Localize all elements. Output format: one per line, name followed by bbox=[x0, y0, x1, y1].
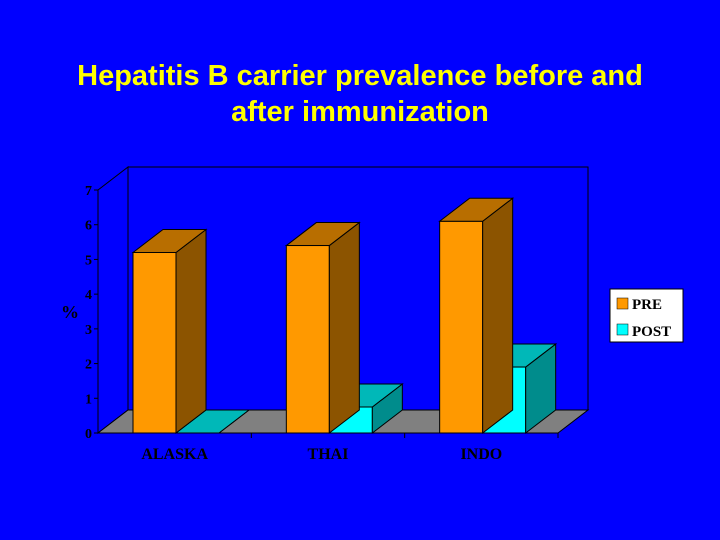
side-wall bbox=[97, 165, 129, 435]
x-axis: ALASKA THAI INDO bbox=[141, 433, 559, 463]
bar-front bbox=[439, 220, 484, 434]
bar-top bbox=[131, 228, 208, 253]
y-axis-label: % bbox=[61, 302, 79, 322]
bar-pre-thai bbox=[284, 221, 361, 435]
bar-top bbox=[438, 197, 515, 222]
legend-label-pre: PRE bbox=[632, 297, 662, 313]
legend-swatch-pre bbox=[616, 297, 629, 310]
legend-label-post: POST bbox=[632, 324, 671, 340]
bar-side bbox=[482, 197, 514, 435]
y-tick-label: 6 bbox=[85, 219, 92, 234]
bar-front bbox=[285, 245, 330, 434]
y-tick-label: 5 bbox=[85, 253, 92, 268]
bar-post-indo bbox=[481, 343, 558, 435]
legend-swatch-post bbox=[616, 323, 629, 336]
x-tick-label: ALASKA bbox=[141, 446, 208, 463]
x-tick-label: INDO bbox=[460, 446, 502, 463]
slide-title: Hepatitis B carrier prevalence before an… bbox=[0, 58, 720, 130]
bar-pre-alaska bbox=[131, 228, 208, 435]
y-tick-label: 3 bbox=[85, 323, 92, 338]
bar-side bbox=[328, 221, 360, 435]
y-tick-label: 2 bbox=[85, 358, 92, 373]
bar-side bbox=[175, 228, 207, 435]
bar-top bbox=[284, 222, 361, 247]
y-tick-label: 1 bbox=[85, 392, 92, 407]
slide-title-line-1: Hepatitis B carrier prevalence before an… bbox=[77, 60, 643, 92]
y-tick-label: 4 bbox=[85, 288, 92, 303]
y-tick-label: 0 bbox=[85, 427, 92, 442]
x-tick-label: THAI bbox=[308, 446, 349, 463]
legend: PRE POST bbox=[609, 288, 684, 343]
bar-front bbox=[132, 251, 177, 434]
y-tick-label: 7 bbox=[85, 184, 92, 199]
bar-pre-indo bbox=[438, 197, 515, 435]
slide-title-line-2: after immunization bbox=[231, 96, 489, 128]
bar-series bbox=[131, 197, 558, 435]
